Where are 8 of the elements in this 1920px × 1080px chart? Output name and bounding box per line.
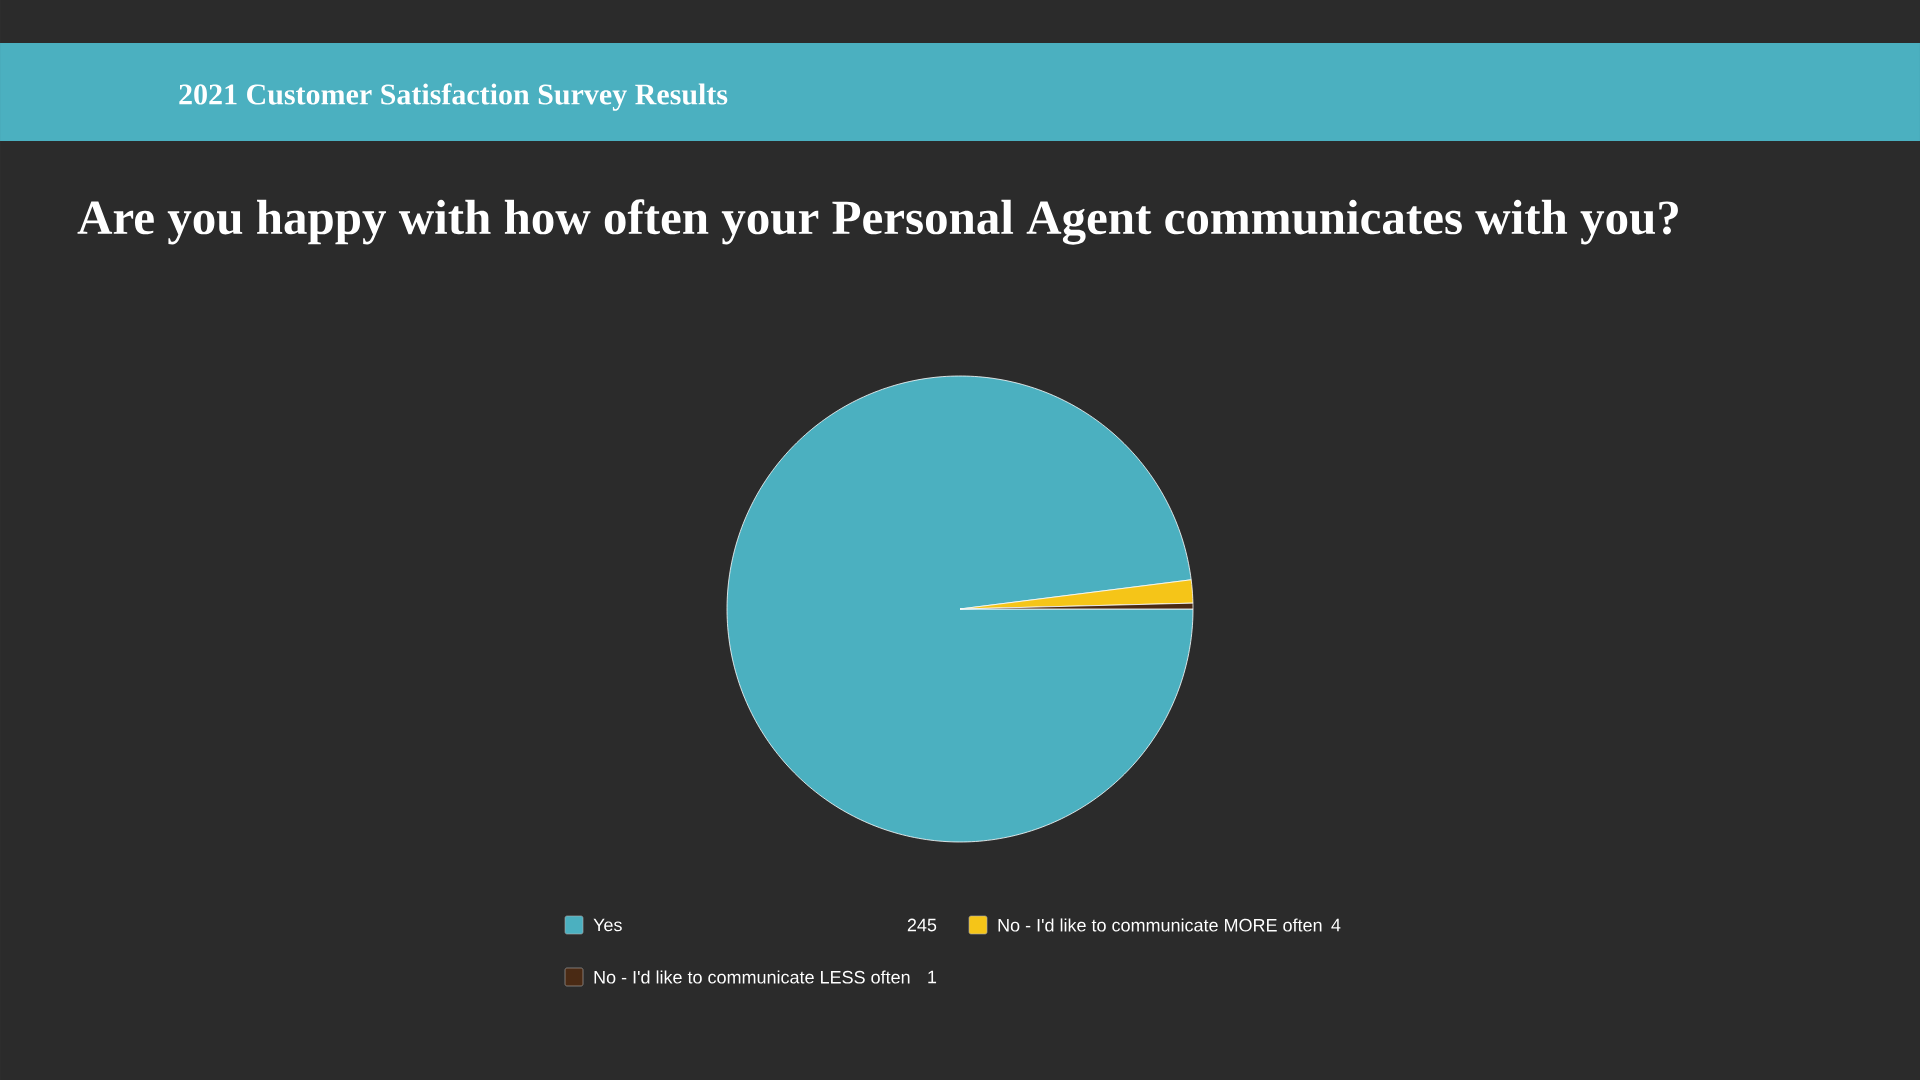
legend-label: Yes: [593, 918, 622, 932]
data-label: 4: [1331, 918, 1341, 932]
legend-label: No - I'd like to communicate LESS often: [594, 970, 910, 984]
data-label: 1: [928, 970, 937, 984]
legend-label: No - I'd like to communicate MORE often: [998, 918, 1322, 932]
chart-subtitle: Are you happy with how often your Personal Agent communicates with you?: [77, 199, 1678, 245]
data-label: 245: [907, 918, 937, 932]
chart-title: 2021 Customer Satisfaction Survey Results: [179, 83, 728, 111]
